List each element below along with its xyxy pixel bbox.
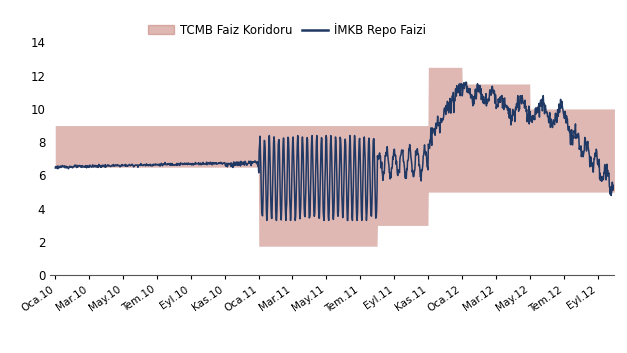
Legend: TCMB Faiz Koridoru, İMKB Repo Faizi: TCMB Faiz Koridoru, İMKB Repo Faizi bbox=[144, 18, 431, 41]
